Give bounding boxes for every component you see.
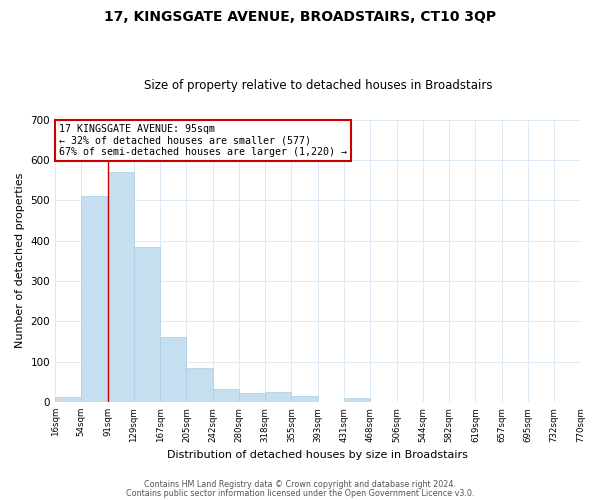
Title: Size of property relative to detached houses in Broadstairs: Size of property relative to detached ho… — [143, 79, 492, 92]
Bar — [55, 396, 82, 402]
Bar — [187, 368, 212, 402]
Bar — [212, 388, 239, 402]
Bar — [82, 196, 107, 402]
Text: 17, KINGSGATE AVENUE, BROADSTAIRS, CT10 3QP: 17, KINGSGATE AVENUE, BROADSTAIRS, CT10 … — [104, 10, 496, 24]
Bar — [107, 172, 134, 402]
Bar — [160, 338, 187, 402]
Text: Contains HM Land Registry data © Crown copyright and database right 2024.: Contains HM Land Registry data © Crown c… — [144, 480, 456, 489]
Bar — [265, 392, 292, 402]
Bar — [292, 396, 318, 402]
Text: 17 KINGSGATE AVENUE: 95sqm
← 32% of detached houses are smaller (577)
67% of sem: 17 KINGSGATE AVENUE: 95sqm ← 32% of deta… — [59, 124, 347, 157]
Bar — [239, 393, 265, 402]
Bar — [344, 398, 370, 402]
Bar — [134, 246, 160, 402]
Y-axis label: Number of detached properties: Number of detached properties — [15, 173, 25, 348]
X-axis label: Distribution of detached houses by size in Broadstairs: Distribution of detached houses by size … — [167, 450, 468, 460]
Text: Contains public sector information licensed under the Open Government Licence v3: Contains public sector information licen… — [126, 490, 474, 498]
